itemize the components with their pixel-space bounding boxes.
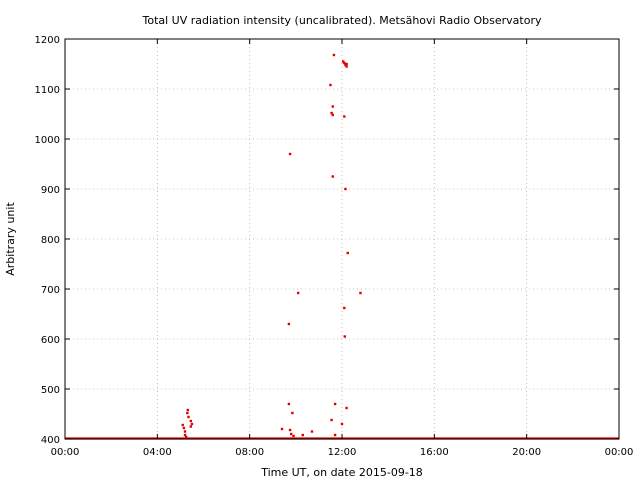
data-point (184, 435, 188, 439)
data-point (287, 322, 291, 326)
x-tick-label: 00:00 (605, 447, 634, 458)
data-point (182, 426, 186, 430)
data-point (330, 111, 333, 115)
data-point (359, 291, 362, 295)
data-point (331, 105, 334, 108)
y-axis-label: Arbitrary unit (4, 202, 17, 276)
y-tick-label: 1000 (35, 135, 60, 146)
data-point (288, 428, 292, 432)
data-point (189, 419, 193, 423)
data-point (346, 251, 349, 255)
data-point (329, 83, 332, 87)
x-tick-label: 08:00 (235, 447, 264, 458)
data-point (330, 418, 333, 422)
data-point (332, 53, 336, 57)
data-point (331, 113, 334, 117)
data-point (331, 175, 334, 178)
x-tick-label: 12:00 (328, 447, 357, 458)
data-point (189, 425, 193, 428)
y-tick-label: 400 (41, 435, 60, 446)
y-tick-label: 800 (41, 235, 60, 246)
data-point (341, 60, 345, 63)
data-point (343, 306, 346, 310)
data-point (288, 152, 292, 156)
data-point (340, 422, 344, 426)
data-point (310, 430, 314, 433)
x-tick-label: 04:00 (143, 447, 172, 458)
chart-title: Total UV radiation intensity (uncalibrat… (142, 14, 542, 27)
x-tick-label: 16:00 (420, 447, 449, 458)
data-point (291, 411, 294, 415)
y-tick-label: 500 (41, 385, 60, 396)
data-point (333, 402, 337, 406)
y-tick-label: 600 (41, 335, 60, 346)
y-tick-label: 1100 (35, 85, 60, 96)
data-point (280, 427, 284, 431)
data-point (345, 62, 348, 66)
data-point (186, 408, 190, 412)
data-point (301, 433, 304, 437)
data-point (183, 433, 187, 437)
data-points (181, 53, 362, 439)
data-point (186, 411, 189, 415)
data-point (344, 187, 347, 191)
data-point (343, 61, 346, 65)
data-point (292, 434, 295, 438)
data-point (333, 433, 337, 437)
x-tick-label: 20:00 (512, 447, 541, 458)
data-point (183, 430, 187, 433)
data-point (296, 291, 300, 295)
data-point (345, 65, 348, 68)
data-point (343, 335, 346, 338)
data-point (187, 415, 190, 419)
y-tick-label: 700 (41, 285, 60, 296)
grid (65, 39, 619, 439)
axis-ticks: 400 500 600 700 800 900 1000 1100 1200 00:00 04:00… (35, 35, 634, 458)
data-point (287, 402, 291, 406)
data-point (190, 422, 194, 426)
data-point (345, 406, 348, 410)
data-point (290, 432, 293, 436)
data-point (181, 423, 184, 427)
x-tick-label: 00:00 (51, 447, 80, 458)
y-tick-label: 1200 (35, 35, 60, 46)
x-axis-label: Time UT, on date 2015-09-18 (260, 466, 423, 479)
data-point (343, 115, 346, 118)
y-tick-label: 900 (41, 185, 60, 196)
